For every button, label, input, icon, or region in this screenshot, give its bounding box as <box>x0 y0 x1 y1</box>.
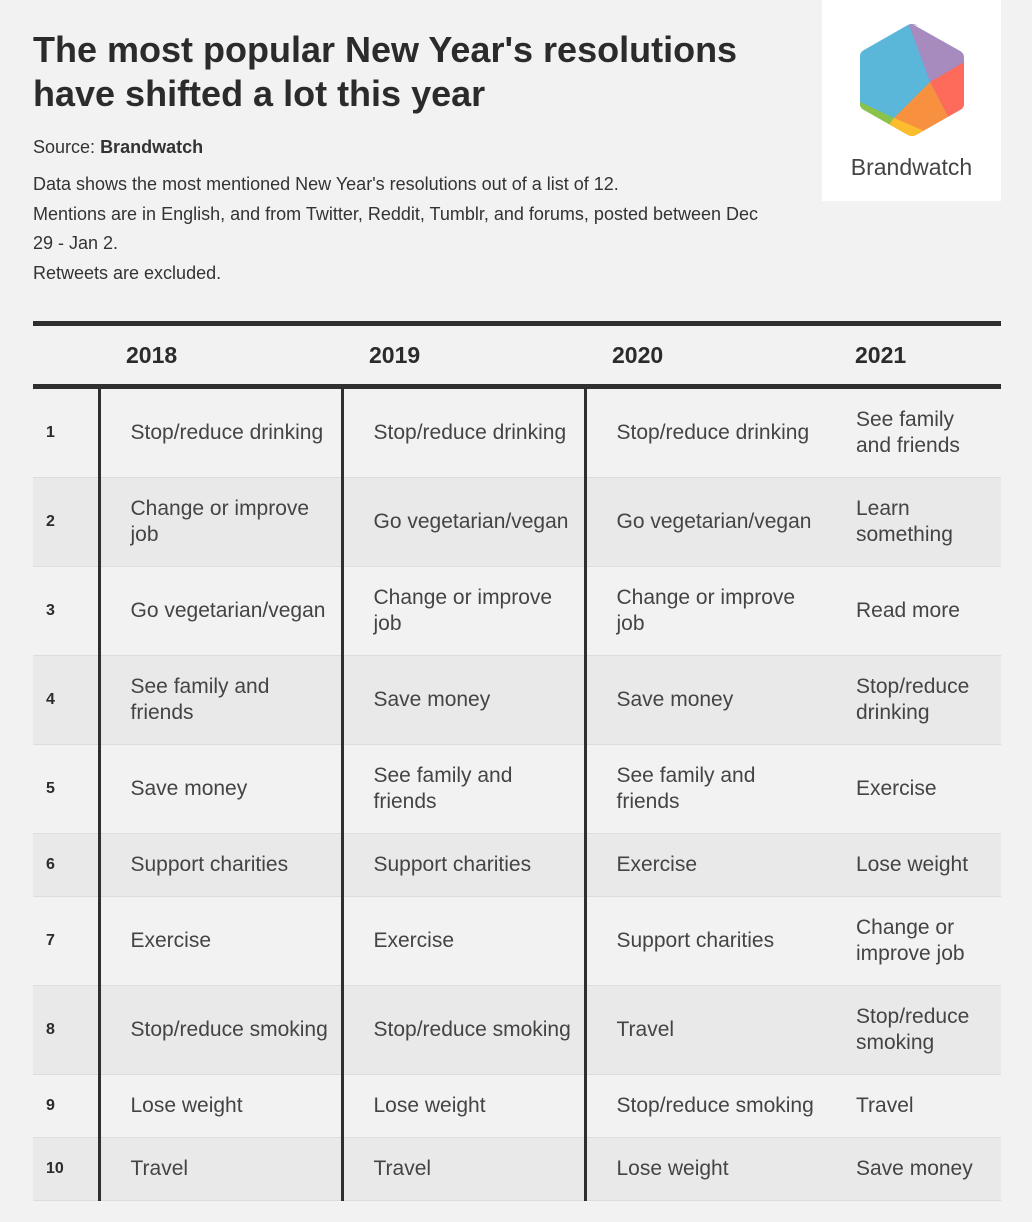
resolution-cell: Lose weight <box>97 1074 342 1138</box>
source-name: Brandwatch <box>100 137 204 157</box>
rank-cell: 5 <box>33 744 99 834</box>
resolution-cell: Support charities <box>97 833 342 897</box>
page-title: The most popular New Year's resolutions … <box>33 29 738 114</box>
resolution-cell: Go vegetarian/vegan <box>340 477 585 567</box>
header-year: 2018 <box>99 321 342 389</box>
brandwatch-logo: Brandwatch <box>822 0 1001 201</box>
table-row: 6 Support charities Support charities Exerc… <box>33 833 1001 897</box>
table-row: 4 See family and friends Save money Save mo… <box>33 655 1001 745</box>
resolution-cell: See family and friends <box>828 386 1001 478</box>
description: Data shows the most mentioned New Year's… <box>33 170 773 288</box>
resolution-cell: Save money <box>97 744 342 834</box>
table-row: 8 Stop/reduce smoking Stop/reduce smoking T… <box>33 985 1001 1075</box>
rank-cell: 2 <box>33 477 99 567</box>
logo-text: Brandwatch <box>850 154 973 180</box>
resolution-cell: Lose weight <box>340 1074 585 1138</box>
rank-cell: 3 <box>33 566 99 656</box>
rank-cell: 9 <box>33 1074 99 1138</box>
rank-cell: 6 <box>33 833 99 897</box>
resolution-cell: Save money <box>583 655 828 745</box>
resolution-cell: Go vegetarian/vegan <box>583 477 828 567</box>
resolution-cell: See family and friends <box>583 744 828 834</box>
resolution-cell: Save money <box>828 1137 1001 1201</box>
description-line: Retweets are excluded. <box>33 262 222 283</box>
resolution-cell: Change or improve job <box>828 896 1001 986</box>
resolution-cell: Exercise <box>97 896 342 986</box>
resolution-cell: Travel <box>340 1137 585 1201</box>
resolution-cell: Support charities <box>340 833 585 897</box>
table-row: 1 Stop/reduce drinking Stop/reduce drinkin… <box>33 386 1001 478</box>
resolution-cell: Stop/reduce smoking <box>97 985 342 1075</box>
resolution-cell: Lose weight <box>583 1137 828 1201</box>
resolution-cell: Change or improve job <box>583 566 828 656</box>
resolution-cell: Go vegetarian/vegan <box>97 566 342 656</box>
header-row: 2018 2019 2020 2021 <box>33 321 1001 389</box>
resolution-cell: Change or improve job <box>97 477 342 567</box>
resolution-cell: Stop/reduce smoking <box>828 985 1001 1075</box>
header-year: 2020 <box>585 321 828 389</box>
resolution-cell: Travel <box>583 985 828 1075</box>
resolution-cell: Lose weight <box>828 833 1001 897</box>
resolution-cell: Read more <box>828 566 1001 656</box>
table-row: 7 Exercise Exercise Support charities Change… <box>33 896 1001 986</box>
resolution-cell: Learn something <box>828 477 1001 567</box>
resolution-cell: Stop/reduce smoking <box>583 1074 828 1138</box>
header-rank <box>33 321 99 389</box>
table-row: 9 Lose weight Lose weight Stop/reduce smoki… <box>33 1074 1001 1138</box>
resolution-cell: Save money <box>340 655 585 745</box>
description-line: Data shows the most mentioned New Year's… <box>33 174 619 194</box>
resolution-cell: See family and friends <box>340 744 585 834</box>
resolution-cell: Travel <box>828 1074 1001 1138</box>
rank-cell: 7 <box>33 896 99 986</box>
resolution-cell: Travel <box>97 1137 342 1201</box>
rank-cell: 1 <box>33 386 99 478</box>
table-row: 10 Travel Travel Lose weight Save money <box>33 1137 1001 1201</box>
resolution-cell: Support charities <box>583 896 828 986</box>
resolution-cell: Stop/reduce drinking <box>340 386 585 478</box>
resolution-cell: Stop/reduce smoking <box>340 985 585 1075</box>
table-row: 2 Change or improve job Go vegetarian/vega… <box>33 477 1001 567</box>
rank-cell: 4 <box>33 655 99 745</box>
resolution-cell: Stop/reduce drinking <box>97 386 342 478</box>
rank-cell: 8 <box>33 985 99 1075</box>
resolution-cell: See family and friends <box>97 655 342 745</box>
resolution-cell: Exercise <box>340 896 585 986</box>
hexagon-logo-icon <box>860 24 964 136</box>
resolution-cell: Change or improve job <box>340 566 585 656</box>
header-year: 2019 <box>342 321 585 389</box>
resolution-cell: Stop/reduce drinking <box>828 655 1001 745</box>
description-line: Mentions are in English, and from Twitte… <box>33 203 759 254</box>
table-row: 3 Go vegetarian/vegan Change or improve jo… <box>33 566 1001 656</box>
source-line: Source: Brandwatch <box>33 137 203 158</box>
resolution-cell: Exercise <box>828 744 1001 834</box>
table-row: 5 Save money See family and friends See fam… <box>33 744 1001 834</box>
rank-cell: 10 <box>33 1137 99 1201</box>
resolution-cell: Exercise <box>583 833 828 897</box>
resolution-cell: Stop/reduce drinking <box>583 386 828 478</box>
resolutions-table: 2018 2019 2020 2021 1 Stop/reduce drinkin… <box>33 321 1001 1201</box>
source-label: Source: <box>33 137 96 157</box>
header-year: 2021 <box>828 321 1001 389</box>
